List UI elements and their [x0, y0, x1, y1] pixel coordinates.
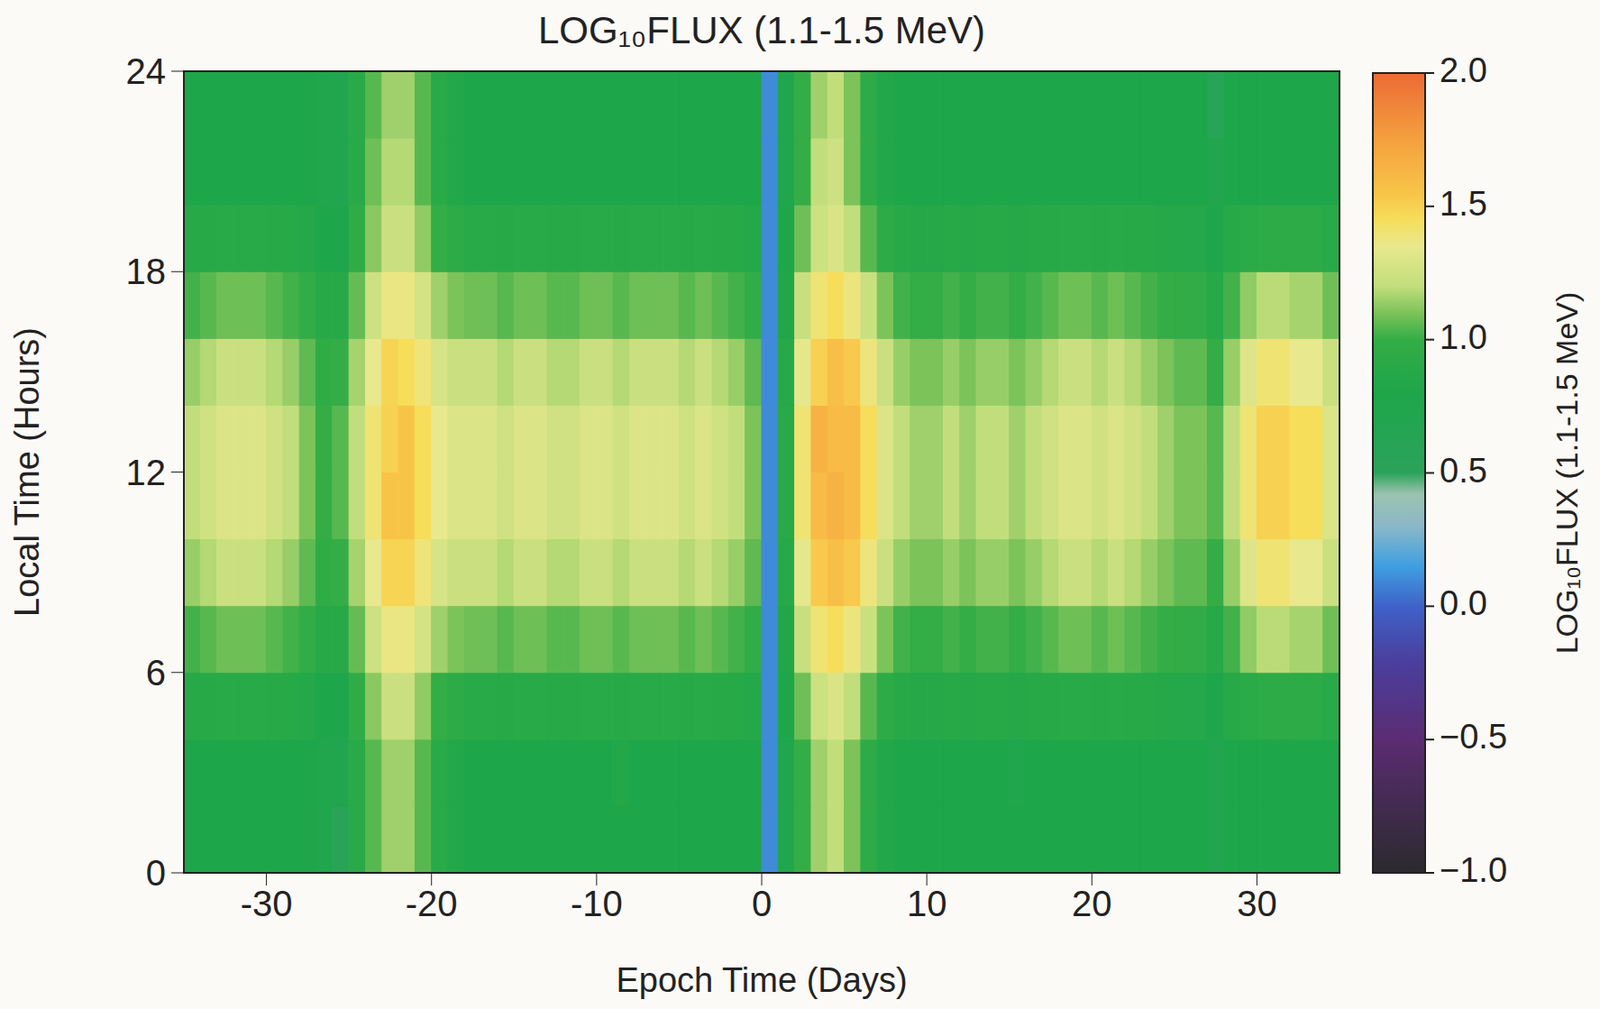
svg-text:1.5: 1.5 [1439, 184, 1488, 223]
svg-text:30: 30 [1236, 883, 1278, 924]
html-text:LOG₁₀FLUX (1.1-1.5 MeV): LOG₁₀FLUX (1.1-1.5 MeV) [538, 9, 986, 52]
svg-text:-20: -20 [405, 883, 458, 924]
svg-text:1.0: 1.0 [1439, 318, 1488, 357]
svg-text:Epoch Time (Days): Epoch Time (Days) [615, 960, 907, 999]
svg-text:20: 20 [1071, 883, 1113, 924]
svg-text:0: 0 [146, 852, 166, 893]
svg-text:12: 12 [126, 452, 167, 493]
svg-text:0.5: 0.5 [1439, 451, 1488, 490]
svg-text:LOG₁₀FLUX (1.1-1.5 MeV): LOG₁₀FLUX (1.1-1.5 MeV) [1549, 292, 1584, 655]
svg-text:10: 10 [906, 883, 948, 924]
svg-text:18: 18 [126, 251, 167, 292]
svg-text:2.0: 2.0 [1439, 51, 1488, 90]
svg-text:Local Time (Hours): Local Time (Hours) [8, 327, 46, 617]
svg-text:−1.0: −1.0 [1439, 850, 1508, 889]
svg-text:−0.5: −0.5 [1439, 717, 1508, 756]
svg-text:-30: -30 [240, 883, 293, 924]
svg-text:0: 0 [751, 883, 772, 924]
svg-text:6: 6 [146, 652, 166, 693]
svg-text:-10: -10 [570, 883, 623, 924]
svg-text:0.0: 0.0 [1439, 584, 1488, 622]
svg-text:24: 24 [126, 51, 167, 92]
